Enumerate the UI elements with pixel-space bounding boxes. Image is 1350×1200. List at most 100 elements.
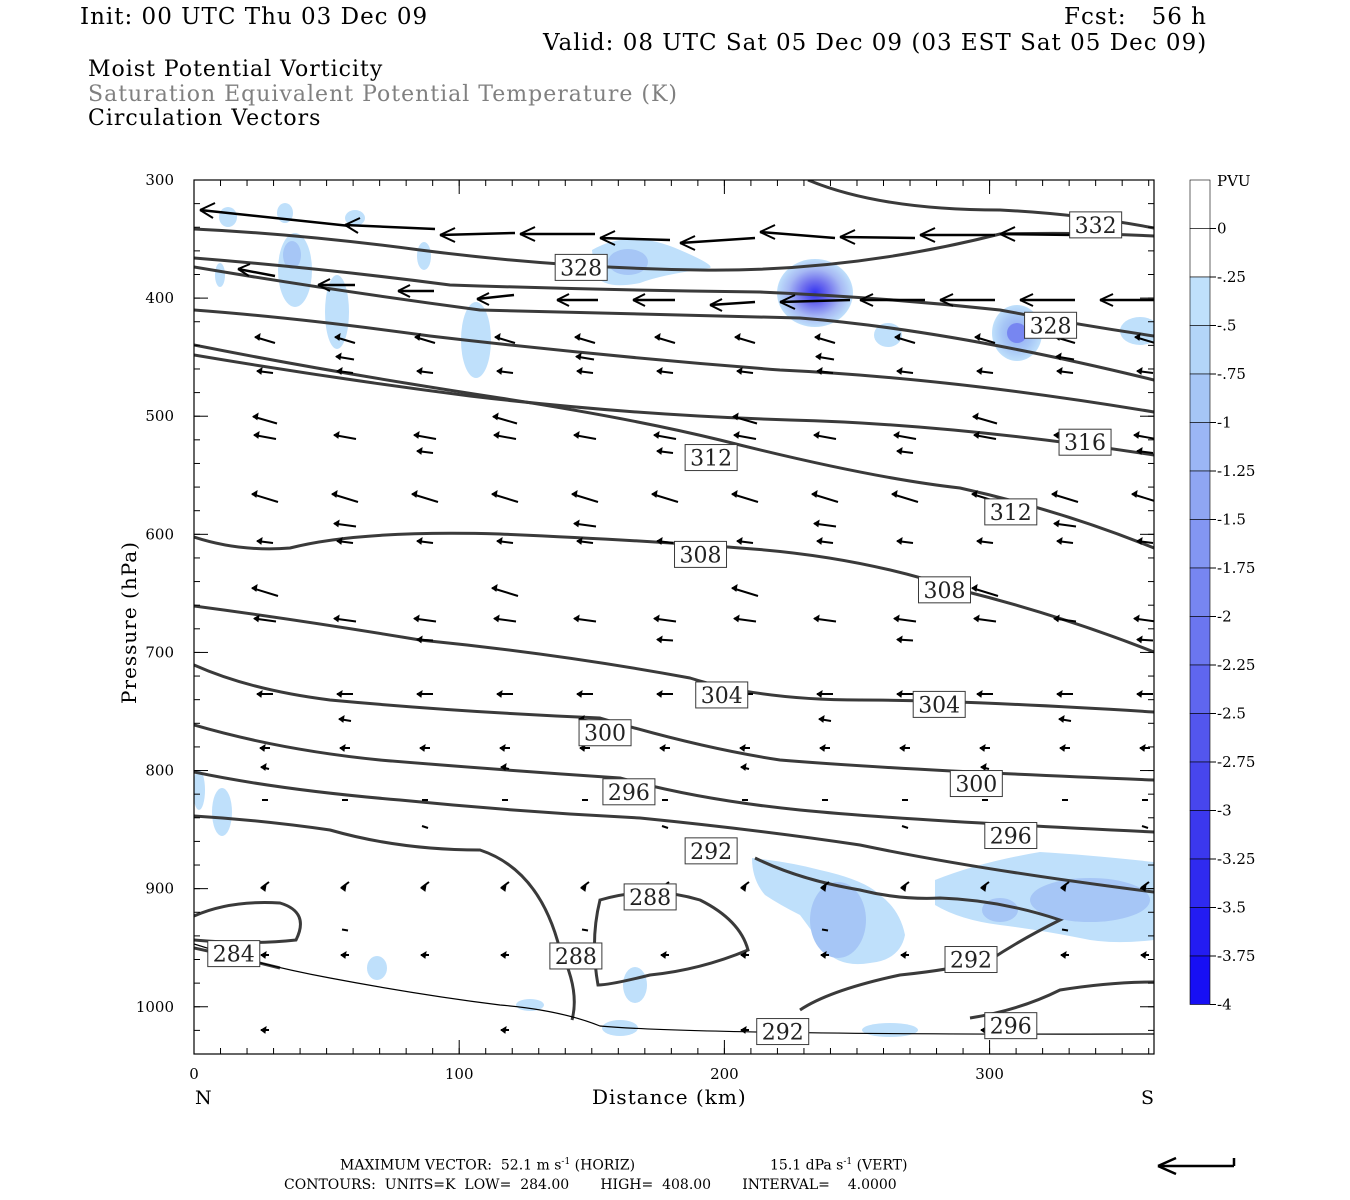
y-tick-label: 600 — [145, 525, 174, 543]
vector-arrow — [896, 537, 914, 545]
vector-arrow — [1055, 352, 1075, 361]
vector-arrow — [1051, 490, 1079, 503]
terrain-surface — [194, 943, 1154, 1035]
vector-arrow — [971, 584, 999, 597]
contour-label: 288 — [623, 883, 677, 911]
vector-arrow — [1133, 614, 1154, 623]
vector-arrow — [260, 763, 270, 771]
vector-arrow — [679, 235, 756, 251]
contour-label: 292 — [944, 946, 998, 974]
vector-arrow — [736, 537, 754, 545]
contour-label-text: 284 — [213, 943, 255, 968]
horiz-exponent: -1 — [561, 1157, 571, 1167]
colorbar-label: -2.5 — [1217, 705, 1246, 723]
vector-arrow — [581, 928, 589, 932]
vector-arrow — [416, 537, 434, 545]
vector-arrow — [260, 951, 269, 959]
contour-label-box — [1024, 311, 1078, 339]
vector-arrow — [259, 744, 270, 752]
max-vector-horiz: MAXIMUM VECTOR: 52.1 m s — [340, 1157, 562, 1174]
vector-arrow — [896, 635, 914, 644]
vector-arrow — [814, 333, 836, 344]
y-tick-label: 700 — [145, 643, 174, 661]
vector-arrow — [340, 881, 350, 892]
vector-arrow — [731, 490, 759, 503]
vector-arrow — [476, 292, 515, 306]
contour-label-text: 296 — [990, 1015, 1032, 1040]
vector-arrow — [419, 744, 430, 752]
theta-contour-288-b — [754, 856, 1064, 1012]
contour-label-text: 312 — [690, 447, 732, 472]
colorbar-swatch — [1189, 858, 1211, 908]
colorbar-label: -.75 — [1217, 365, 1246, 383]
pv-blob — [777, 259, 853, 327]
contour-label-box — [549, 942, 603, 970]
vector-arrow — [333, 519, 357, 528]
vector-arrow — [1053, 614, 1077, 623]
contour-label: 288 — [549, 942, 603, 970]
vector-arrow — [416, 635, 434, 644]
vector-arrow — [333, 431, 357, 440]
theta-contour-288-closed — [592, 891, 750, 987]
vector-arrow — [439, 227, 516, 243]
colorbar-label: -1.75 — [1217, 559, 1255, 577]
contour-label-text: 288 — [629, 886, 671, 911]
vector-arrow — [1099, 293, 1154, 307]
contour-label: 304 — [695, 681, 749, 709]
pv-blob — [325, 275, 349, 349]
vector-arrow — [894, 333, 916, 344]
vector-arrow — [900, 881, 910, 892]
theta-contour-296-b — [969, 980, 1154, 1020]
contour-label: 328 — [1024, 311, 1078, 339]
colorbar-swatch — [1189, 373, 1211, 423]
colorbar-label: -4 — [1217, 996, 1232, 1014]
x-axis-label: Distance (km) — [592, 1085, 747, 1109]
contour-label: 328 — [554, 253, 608, 281]
contour-label: 312 — [984, 498, 1038, 526]
horiz-suffix: (HORIZ) — [570, 1157, 636, 1174]
plot-frame — [193, 179, 1155, 1055]
pv-blob — [516, 999, 544, 1011]
vector-arrow — [256, 690, 273, 698]
colorbar-swatch — [1189, 616, 1211, 666]
contour-label-box — [984, 822, 1038, 849]
y-axis-label: Pressure (hPa) — [117, 541, 141, 704]
pv-blob — [219, 207, 237, 227]
colorbar-label: -3.5 — [1217, 899, 1246, 917]
theta-contours — [194, 180, 1154, 1021]
vector-arrow — [739, 744, 750, 752]
vector-arrow — [813, 614, 837, 623]
theta-contour-296 — [194, 723, 1154, 834]
vector-arrow — [491, 584, 519, 597]
vector-arrow — [980, 763, 990, 771]
colorbar-label: -1.5 — [1217, 511, 1246, 529]
vector-arrow — [893, 614, 917, 623]
vector-arrow — [1140, 951, 1149, 959]
vector-arrow — [571, 490, 599, 503]
vector-arrow — [251, 584, 279, 597]
vector-arrow — [573, 614, 597, 623]
vector-arrow — [979, 744, 990, 752]
pv-blob — [862, 1023, 918, 1037]
colorbar-label: -1.25 — [1217, 462, 1255, 480]
vector-arrow — [1053, 519, 1077, 528]
theta-contour-288 — [194, 814, 576, 1021]
vector-arrow — [972, 412, 998, 425]
vector-arrow — [1060, 951, 1069, 959]
contour-label-text: 292 — [690, 840, 732, 865]
vector-arrow — [500, 763, 510, 771]
pv-blob — [608, 249, 648, 275]
vector-arrow — [659, 744, 670, 752]
north-end-label: N — [195, 1087, 212, 1109]
vector-arrow — [260, 881, 270, 892]
y-tick-label: 400 — [145, 289, 174, 307]
vector-arrow — [1059, 744, 1070, 752]
vector-arrow — [818, 715, 832, 723]
vector-arrow — [632, 293, 675, 307]
vector-arrow — [254, 333, 276, 344]
colorbar-label: -1 — [1217, 414, 1232, 432]
colorbar-label: -.5 — [1217, 317, 1236, 335]
colorbar-swatch — [1189, 519, 1211, 569]
vector-arrow — [336, 537, 354, 545]
vector-arrow — [661, 825, 669, 829]
